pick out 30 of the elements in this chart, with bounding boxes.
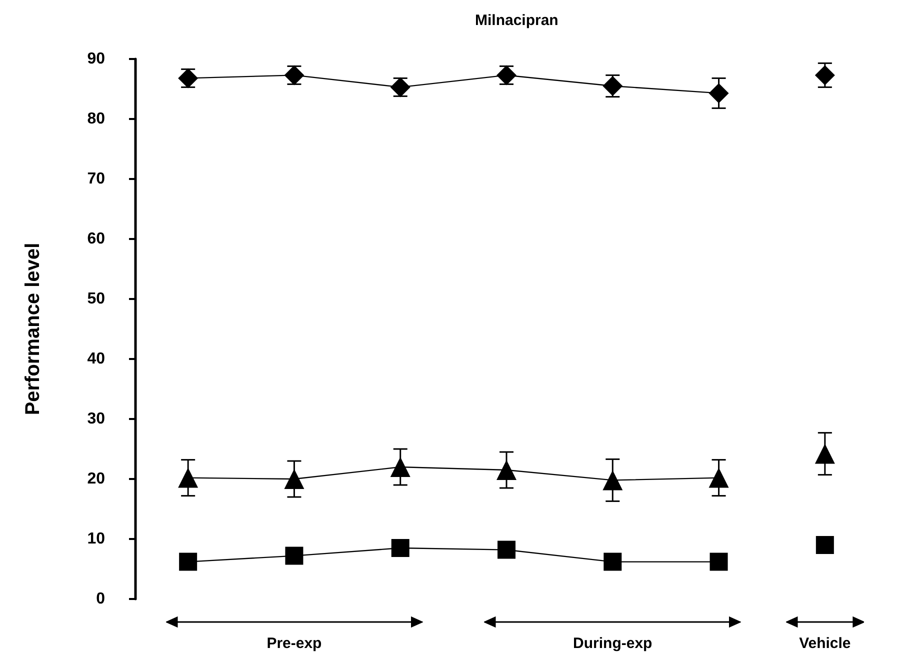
point <box>178 468 198 488</box>
point <box>285 546 304 565</box>
text: Pre-exp <box>266 635 322 652</box>
y-tick-label: 90 <box>87 50 106 68</box>
point <box>496 460 516 480</box>
y-tick-label: 0 <box>96 590 106 608</box>
point <box>816 536 834 554</box>
y-tick-label: 10 <box>87 530 106 548</box>
point <box>391 539 410 557</box>
text: During-exp <box>573 635 652 652</box>
point <box>708 83 729 104</box>
point <box>604 552 622 571</box>
text: Vehicle <box>799 635 851 652</box>
y-axis-title: Performance level <box>22 242 44 416</box>
chart-title: Milnacipran <box>475 12 558 29</box>
point <box>179 552 198 571</box>
y-tick-label: 80 <box>87 110 106 128</box>
y-tick-label: 50 <box>87 290 106 308</box>
point <box>814 444 835 464</box>
point <box>602 470 623 490</box>
y-tick-label: 60 <box>87 230 106 248</box>
point <box>390 457 410 477</box>
point <box>710 552 728 571</box>
y-tick-label: 20 <box>87 470 106 488</box>
point <box>284 469 304 489</box>
y-tick-label: 40 <box>87 350 106 368</box>
y-tick-label: 70 <box>87 170 106 188</box>
y-tick-label: 30 <box>87 410 106 428</box>
point <box>498 540 516 559</box>
point <box>708 468 729 488</box>
